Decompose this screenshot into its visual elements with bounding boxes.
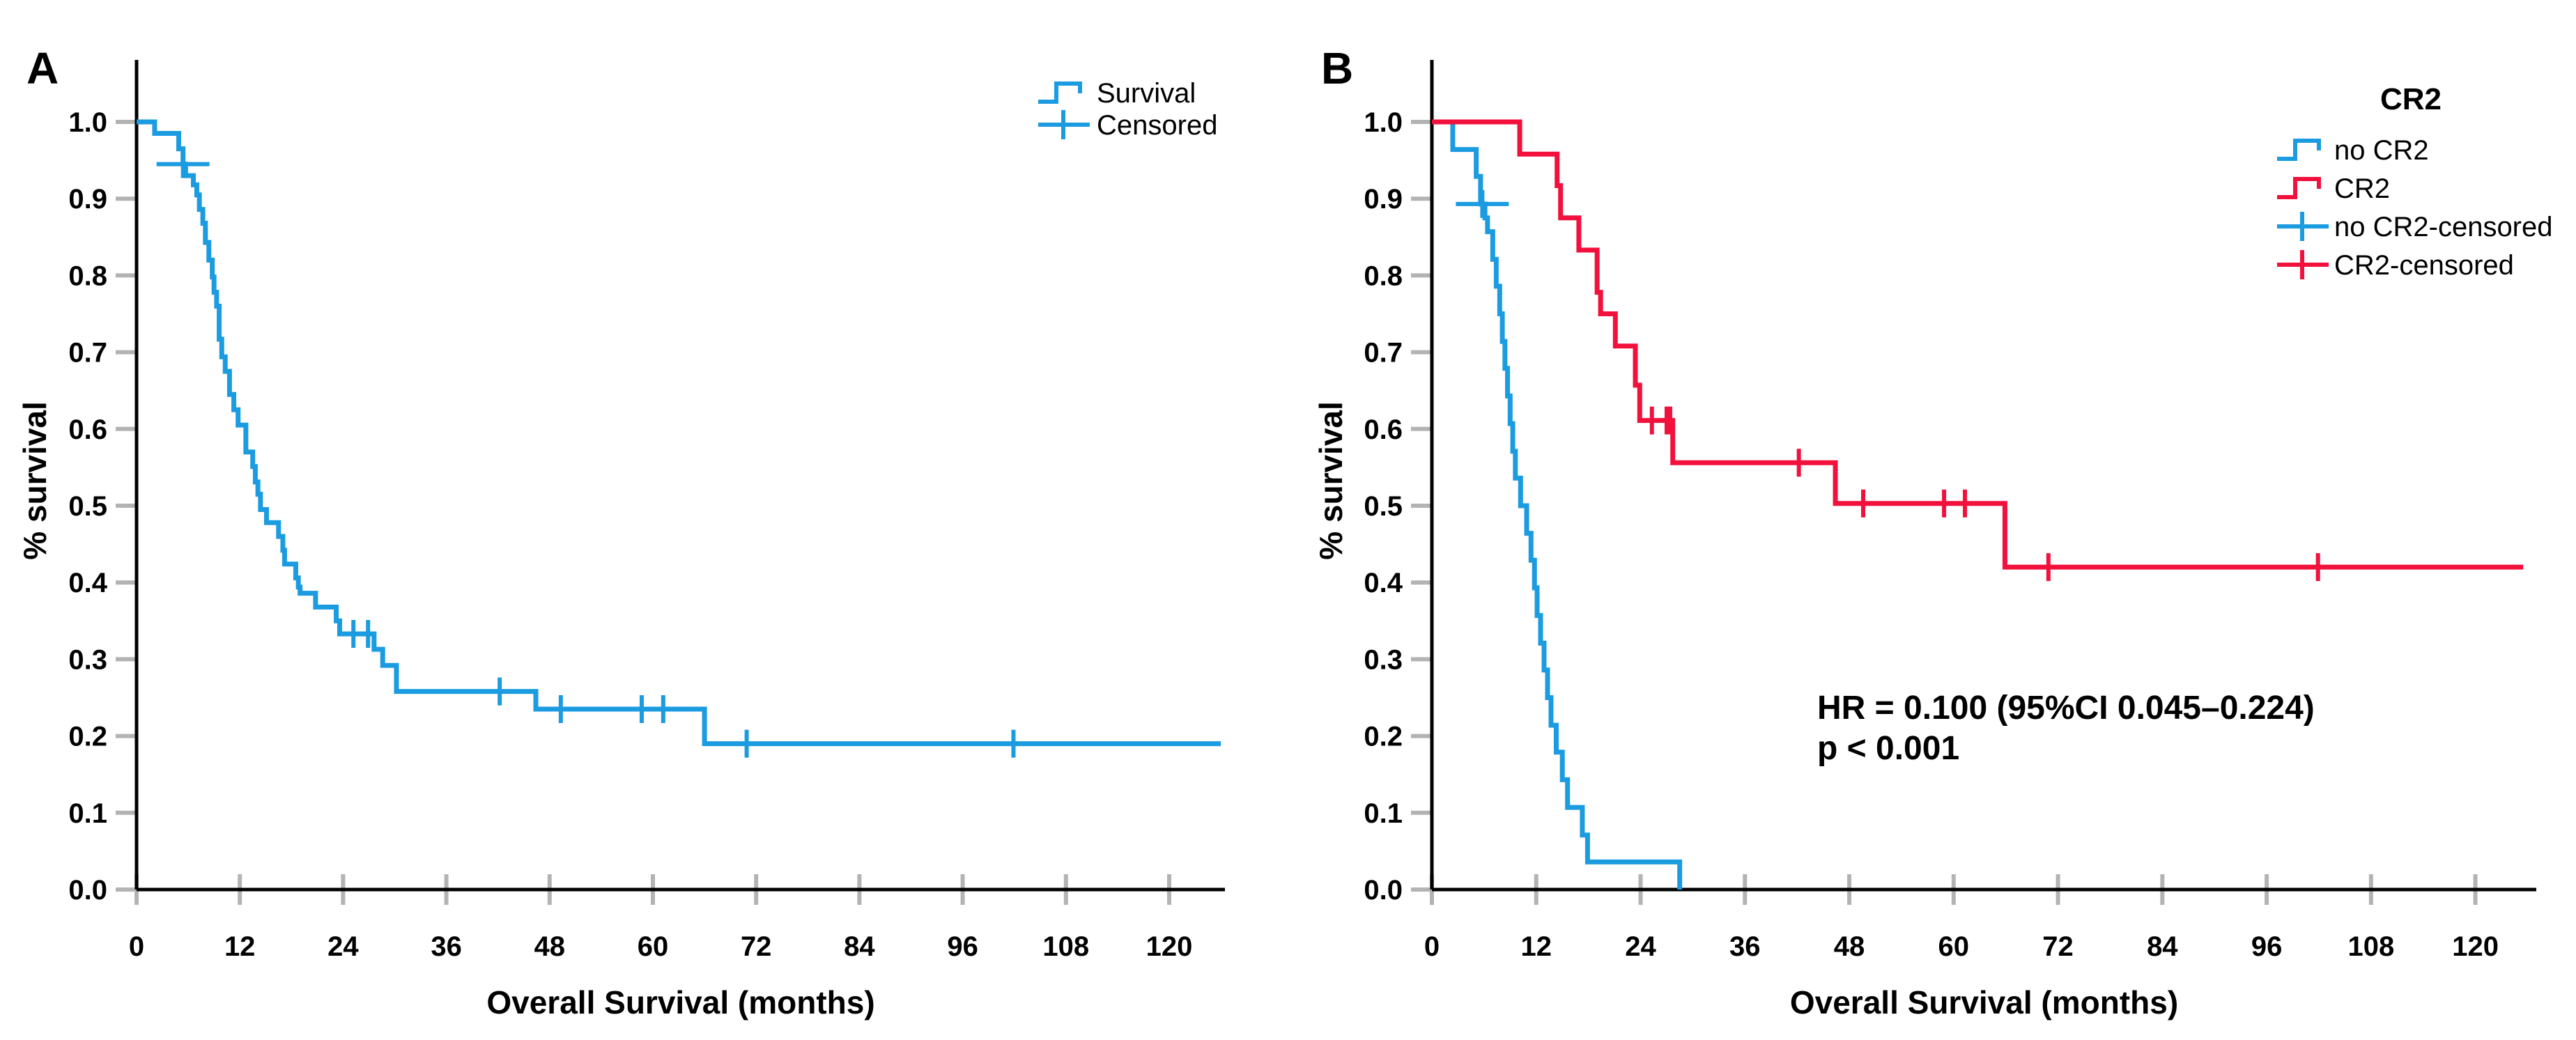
y-tick-label: 0.1: [1364, 798, 1403, 829]
x-tick-label: 48: [534, 931, 566, 962]
legend-label: no CR2: [2334, 135, 2429, 166]
panel-letter: A: [26, 43, 59, 93]
y-tick-label: 0.7: [1364, 338, 1403, 368]
y-tick-label: 0.0: [68, 875, 107, 906]
y-tick-label: 0.5: [68, 491, 107, 522]
legend-label: Censored: [1097, 110, 1217, 141]
y-tick-label: 0.4: [1364, 568, 1403, 598]
y-tick-label: 0.5: [1364, 491, 1403, 522]
x-axis-title: Overall Survival (months): [486, 984, 874, 1020]
x-tick-label: 36: [1729, 931, 1761, 962]
p-value-annotation: p < 0.001: [1817, 730, 1959, 767]
x-tick-label: 12: [1521, 931, 1552, 962]
x-tick-label: 60: [638, 931, 669, 962]
x-axis-title: Overall Survival (months): [1790, 984, 2178, 1020]
y-tick-label: 0.8: [1364, 261, 1403, 291]
y-tick-label: 0.6: [68, 414, 107, 445]
y-tick-label: 0.3: [68, 644, 107, 675]
survival-curve-no-cr2: [1432, 119, 1683, 890]
survival-curve-survival: [137, 119, 1221, 747]
legend-step-icon: [1038, 82, 1082, 104]
legend-label: CR2-censored: [2334, 250, 2514, 281]
x-tick-label: 108: [2347, 931, 2394, 962]
legend-step-icon: [2277, 139, 2321, 161]
y-axis-title: % survival: [1313, 401, 1349, 560]
x-tick-label: 120: [2452, 931, 2499, 962]
y-tick-label: 1.0: [68, 107, 107, 138]
x-tick-label: 72: [741, 931, 772, 962]
x-tick-label: 36: [431, 931, 462, 962]
y-tick-label: 0.8: [68, 261, 107, 291]
legend-step-icon: [2277, 177, 2321, 199]
x-tick-label: 96: [2251, 931, 2283, 962]
x-tick-label: 0: [129, 931, 144, 962]
y-tick-label: 0.6: [1364, 414, 1403, 445]
y-tick-label: 0.2: [1364, 722, 1403, 752]
x-tick-label: 24: [1625, 931, 1656, 962]
legend-label: Survival: [1097, 78, 1196, 109]
y-tick-label: 0.4: [68, 568, 107, 598]
x-tick-label: 72: [2042, 931, 2074, 962]
survival-curve-cr2: [1432, 119, 2524, 570]
x-tick-label: 120: [1146, 931, 1193, 962]
y-tick-label: 0.9: [68, 184, 107, 215]
y-tick-label: 0.9: [1364, 184, 1403, 215]
y-tick-label: 0.3: [1364, 644, 1403, 675]
y-tick-label: 0.1: [68, 798, 107, 829]
x-tick-label: 12: [224, 931, 256, 962]
x-tick-label: 96: [947, 931, 978, 962]
y-tick-label: 1.0: [1364, 107, 1403, 138]
x-tick-label: 0: [1424, 931, 1440, 962]
y-axis-title: % survival: [17, 401, 53, 560]
legend-label: CR2: [2334, 173, 2390, 204]
x-tick-label: 84: [2147, 931, 2178, 962]
panel-letter: B: [1321, 43, 1353, 93]
x-tick-label: 60: [1938, 931, 1970, 962]
y-tick-label: 0.0: [1364, 875, 1403, 906]
x-tick-label: 108: [1042, 931, 1089, 962]
hr-annotation: HR = 0.100 (95%CI 0.045–0.224): [1817, 690, 2315, 727]
legend-label: no CR2-censored: [2334, 212, 2553, 242]
legend-title: CR2: [2380, 82, 2442, 116]
x-tick-label: 24: [327, 931, 359, 962]
x-tick-label: 84: [844, 931, 875, 962]
x-tick-label: 48: [1834, 931, 1865, 962]
y-tick-label: 0.2: [68, 722, 107, 752]
y-tick-label: 0.7: [68, 338, 107, 368]
